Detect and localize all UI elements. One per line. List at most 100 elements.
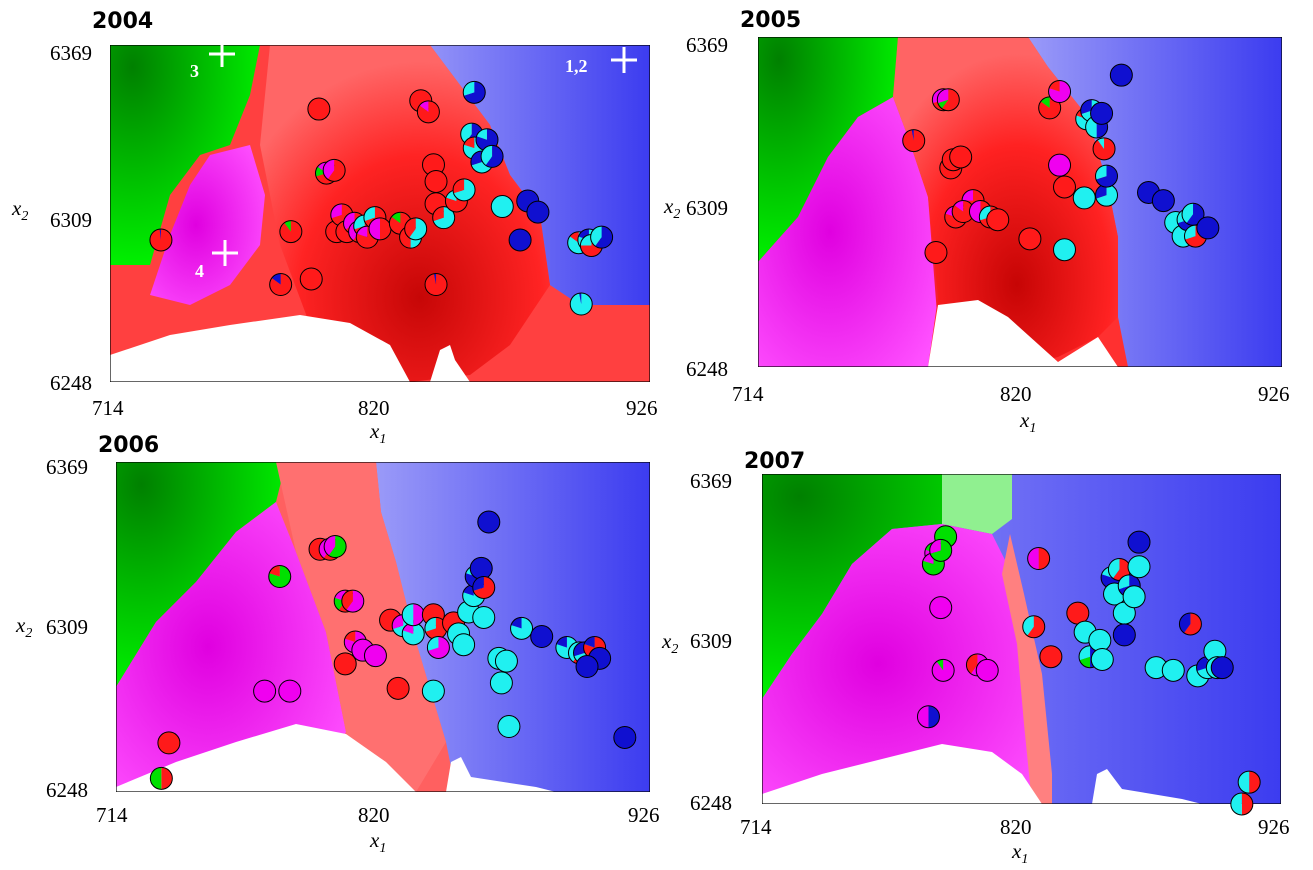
x-tick-left-2005: 714 [732, 382, 764, 406]
pie-slice [324, 535, 336, 556]
pie-slice [937, 99, 949, 109]
x-tick-right-2006: 926 [628, 803, 660, 827]
pie-outline [386, 676, 410, 700]
site-label-3: 3 [190, 61, 199, 81]
pie-slice [969, 200, 981, 223]
pie-slice [269, 565, 280, 577]
pie-marker [363, 644, 387, 668]
pie-outline [924, 240, 948, 264]
pie-slice [580, 234, 592, 246]
points-2004 [149, 80, 614, 316]
pie-slice [1080, 99, 1092, 115]
pie-slice [380, 217, 391, 240]
pie-slice [986, 208, 1009, 231]
pie-slice [1249, 771, 1261, 794]
pie-slice [253, 680, 276, 703]
pie-slice [476, 128, 487, 140]
pie-slice [157, 731, 180, 754]
pie-marker [333, 652, 357, 676]
pie-slice [1095, 165, 1107, 180]
pie-slice [392, 614, 404, 630]
pie-marker [931, 658, 955, 682]
site-marker-1-2 [611, 47, 637, 73]
pie-marker [341, 589, 365, 613]
pie-slice [485, 145, 504, 168]
pie-marker [1038, 96, 1062, 120]
pie-outline [421, 679, 445, 703]
pie-marker [469, 556, 493, 580]
pie-slice [932, 659, 955, 682]
pie-slice [472, 606, 495, 629]
pie-outline [1072, 186, 1096, 210]
pie-slice [1022, 615, 1034, 636]
pie-marker [508, 228, 532, 252]
site-label-4: 4 [195, 261, 204, 281]
pie-slice [966, 653, 978, 674]
y-tick-bottom-2004: 6248 [50, 371, 92, 395]
pie-outline [1092, 137, 1116, 161]
pie-slice [509, 228, 532, 251]
pie-outline [1095, 164, 1119, 188]
pie-slice [1096, 165, 1118, 188]
pie-outline [1122, 585, 1146, 609]
pie-slice [930, 539, 952, 562]
pie-slice [470, 557, 493, 580]
pie-outline [929, 538, 953, 562]
y-tick-top-2005: 6369 [686, 33, 728, 57]
points-2006 [149, 510, 637, 790]
pie-outline [916, 705, 940, 729]
pie-slice [433, 273, 437, 285]
pie-slice [510, 617, 533, 640]
pie-marker [929, 596, 953, 620]
pie-slice [1123, 585, 1146, 608]
pie-marker [368, 217, 392, 241]
pie-slice [341, 590, 353, 610]
background-map-2005 [758, 37, 1282, 367]
pie-outline [986, 208, 1010, 232]
pie-slice [1053, 176, 1076, 198]
pie-slice [422, 680, 445, 703]
pie-slice [432, 206, 444, 222]
pie-slice [1110, 64, 1133, 87]
pie-slice [1186, 203, 1205, 226]
background-map-2007 [762, 474, 1281, 804]
pie-slice [344, 631, 356, 642]
pie-marker [307, 97, 331, 121]
pie-marker [1210, 656, 1234, 680]
pie-slice [1196, 216, 1219, 239]
pie-slice [1049, 80, 1060, 92]
pie-outline [424, 273, 448, 297]
pie-slice [1128, 555, 1151, 578]
pie-marker [924, 240, 948, 264]
pie-slice [613, 726, 636, 749]
pie-outline [526, 200, 550, 224]
pie-outline [1052, 238, 1076, 262]
panel-2006: 2006 6369 6309 6248 714 820 926 x1 x2 [15, 433, 660, 856]
pie-outline [489, 671, 513, 695]
pie-marker [149, 766, 173, 790]
pie-slice [491, 195, 514, 218]
pie-marker [1027, 547, 1051, 571]
pie-marker [278, 679, 302, 703]
pie-marker [323, 535, 347, 559]
pie-slice [962, 189, 974, 201]
y-tick-bottom-2005: 6248 [686, 357, 728, 381]
pie-slice [917, 705, 929, 728]
pie-marker [526, 200, 550, 224]
pie-outline [452, 178, 476, 202]
site-marker-3 [209, 41, 235, 67]
pie-slice [269, 273, 292, 296]
panel-2007: 2007 6369 6309 6248 714 820 926 x1 x2 [661, 449, 1290, 867]
pie-marker [269, 273, 293, 297]
pie-slice [387, 677, 410, 700]
pie-slice [346, 590, 364, 613]
pie-outline [416, 100, 440, 124]
pie-outline [575, 655, 599, 679]
pie-slice [911, 129, 914, 141]
pie-marker [472, 575, 496, 599]
pie-marker [1161, 658, 1185, 682]
y-axis-label-2005: x2 [663, 194, 680, 222]
pie-outline [1112, 623, 1136, 647]
x-tick-mid-2004: 820 [358, 396, 390, 420]
pie-outline [462, 80, 486, 104]
